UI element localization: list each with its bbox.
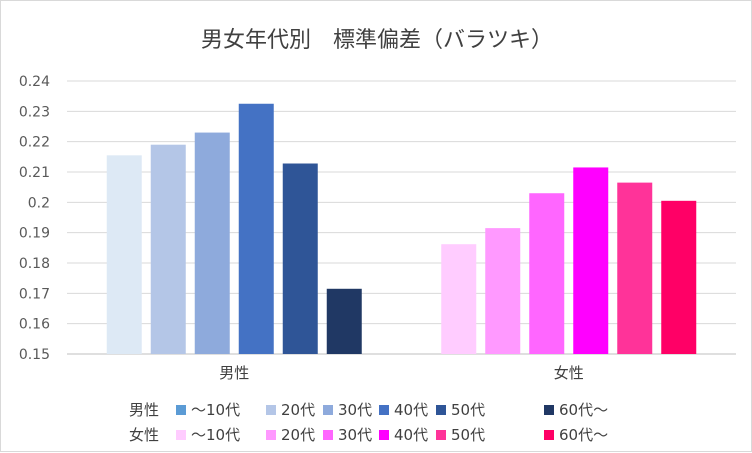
bar-female-2 (529, 193, 565, 354)
bar-female-5 (661, 200, 697, 354)
bar-male-2 (194, 132, 230, 354)
legend-item: 30代 (323, 399, 372, 420)
legend-item-label: 30代 (338, 401, 373, 419)
legend-swatch (176, 404, 186, 415)
legend-female-label: 女性 (129, 426, 160, 444)
bar-female-4 (617, 182, 653, 354)
y-tick-label: 0.18 (19, 256, 50, 272)
legend-item: 30代 (323, 424, 372, 445)
x-category-label: 男性 (219, 364, 249, 382)
legend-item-label: 60代〜 (559, 426, 609, 444)
legend-swatch (436, 429, 446, 440)
legend-item-label: 60代〜 (559, 401, 609, 419)
bar-male-4 (282, 163, 318, 354)
legend-female: 女性 〜10代 20代 30代 40代 50代 60代〜 (1, 424, 752, 444)
legend-swatch (323, 429, 333, 440)
bar-male-0 (106, 155, 142, 354)
legend-swatch (323, 404, 333, 415)
legend-item: 60代〜 (544, 424, 608, 445)
legend-item: 40代 (379, 399, 428, 420)
bar-female-0 (441, 244, 477, 354)
legend-swatch (379, 429, 389, 440)
legend-item-label: 〜10代 (191, 401, 241, 419)
y-tick-label: 0.2 (28, 195, 50, 211)
legend-item-label: 30代 (338, 426, 373, 444)
legend-item-label: 20代 (281, 426, 316, 444)
legend-swatch (544, 404, 554, 415)
x-category-label: 女性 (554, 364, 584, 382)
y-tick-label: 0.15 (19, 347, 50, 363)
legend-swatch (544, 429, 554, 440)
legend-item-label: 50代 (451, 401, 486, 419)
y-tick-label: 0.21 (19, 165, 50, 181)
bar-female-3 (573, 167, 609, 354)
legend-item-label: 50代 (451, 426, 486, 444)
legend-item-label: 40代 (394, 426, 429, 444)
bar-male-3 (238, 103, 274, 354)
legend-item: 20代 (266, 424, 315, 445)
y-tick-label: 0.16 (19, 317, 50, 333)
bar-female-1 (485, 228, 521, 354)
legend-male-label: 男性 (129, 401, 160, 419)
legend-swatch (436, 404, 446, 415)
legend-item-label: 20代 (281, 401, 316, 419)
legend-item: 20代 (266, 399, 315, 420)
legend-item: 〜10代 (176, 424, 240, 445)
legend-swatch (266, 429, 276, 440)
legend-item: 40代 (379, 424, 428, 445)
legend-male: 男性 〜10代 20代 30代 40代 50代 60代〜 (1, 399, 752, 419)
bar-male-5 (326, 288, 362, 354)
y-tick-label: 0.19 (19, 226, 50, 242)
legend-swatch (266, 404, 276, 415)
y-tick-label: 0.22 (19, 135, 50, 151)
chart-title: 男女年代別 標準偏差（バラツキ） (201, 28, 553, 53)
legend-swatch (176, 429, 186, 440)
legend-item: 50代 (436, 399, 485, 420)
y-tick-label: 0.17 (19, 286, 50, 302)
legend-item: 60代〜 (544, 399, 608, 420)
y-tick-label: 0.23 (19, 104, 50, 120)
legend-swatch (379, 404, 389, 415)
legend-item-label: 40代 (394, 401, 429, 419)
legend-item: 〜10代 (176, 399, 240, 420)
y-tick-label: 0.24 (19, 74, 50, 90)
bar-male-1 (150, 144, 186, 354)
legend-item: 50代 (436, 424, 485, 445)
legend-item-label: 〜10代 (191, 426, 241, 444)
